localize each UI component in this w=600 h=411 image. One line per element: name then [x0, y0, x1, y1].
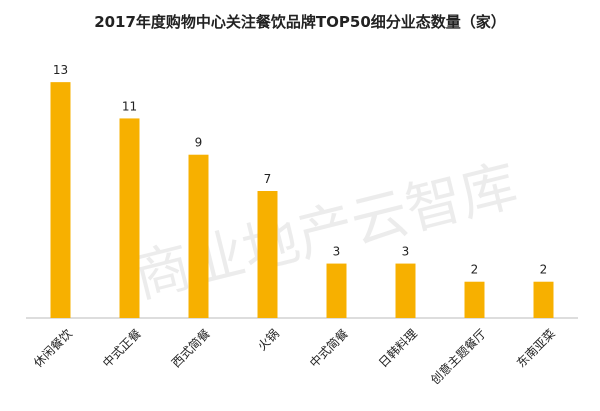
- bar: [533, 281, 554, 318]
- data-label: 13: [53, 63, 68, 77]
- bar: [188, 154, 209, 318]
- bar: [395, 263, 416, 318]
- bar: [326, 263, 347, 318]
- data-label: 3: [333, 245, 341, 259]
- data-label: 3: [402, 245, 410, 259]
- bar: [464, 281, 485, 318]
- bar: [119, 118, 140, 318]
- data-label: 7: [264, 172, 272, 186]
- data-label: 9: [195, 136, 203, 150]
- data-label: 11: [122, 99, 137, 113]
- data-label: 2: [540, 263, 548, 277]
- bar: [257, 191, 278, 318]
- bar: [50, 82, 71, 319]
- data-label: 2: [471, 263, 479, 277]
- chart-title: 2017年度购物中心关注餐饮品牌TOP50细分业态数量（家）: [94, 13, 506, 31]
